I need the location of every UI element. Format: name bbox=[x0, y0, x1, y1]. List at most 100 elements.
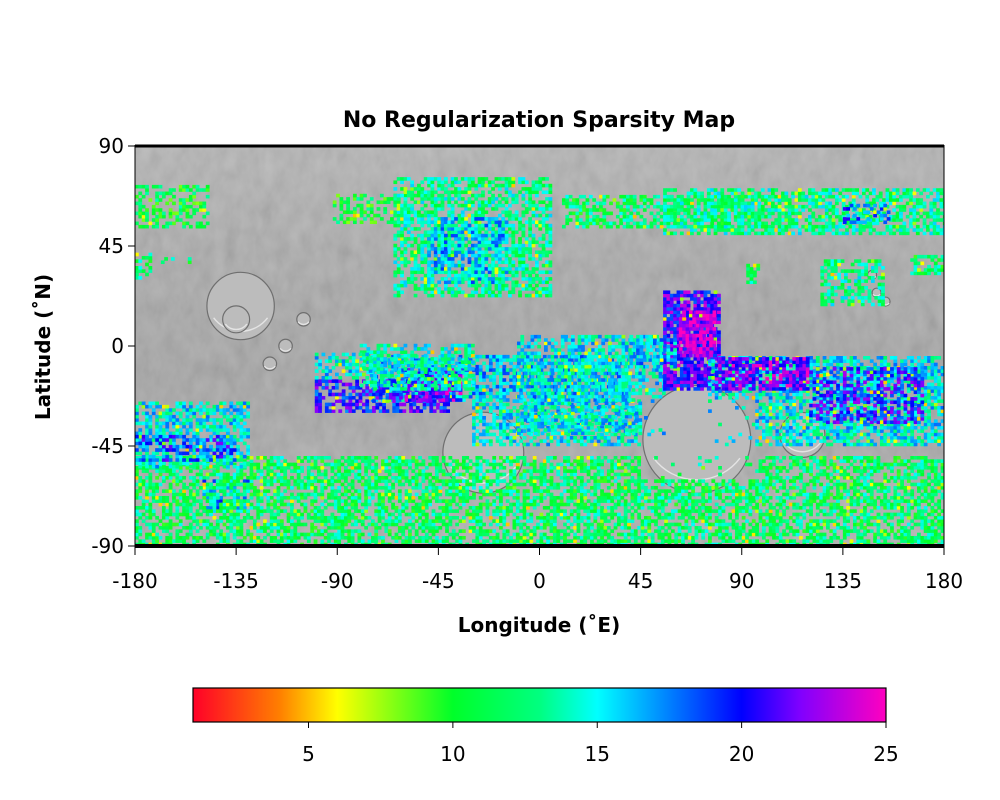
sparsity-cell bbox=[930, 254, 935, 259]
sparsity-cell bbox=[808, 221, 812, 226]
sparsity-cell bbox=[626, 208, 630, 212]
sparsity-cell bbox=[497, 240, 502, 245]
sparsity-cell bbox=[845, 228, 849, 232]
sparsity-cell bbox=[568, 218, 573, 222]
sparsity-cell bbox=[352, 217, 357, 221]
sparsity-cell bbox=[922, 201, 927, 206]
sparsity-cell bbox=[161, 214, 166, 219]
sparsity-cell bbox=[514, 267, 519, 271]
sparsity-cell bbox=[474, 287, 479, 291]
sparsity-cell bbox=[408, 384, 412, 389]
sparsity-cell bbox=[747, 201, 752, 206]
sparsity-cell bbox=[573, 381, 577, 386]
sparsity-cell bbox=[576, 402, 581, 407]
sparsity-cell bbox=[737, 204, 742, 209]
sparsity-cell bbox=[450, 257, 455, 261]
sparsity-cell bbox=[433, 200, 438, 205]
sparsity-cell bbox=[487, 290, 492, 295]
sparsity-cell bbox=[417, 210, 421, 215]
sparsity-cell bbox=[494, 280, 499, 285]
sparsity-cell bbox=[440, 230, 445, 235]
sparsity-cell bbox=[481, 260, 485, 265]
sparsity-cell bbox=[433, 257, 438, 261]
sparsity-cell bbox=[578, 218, 583, 222]
sparsity-cell bbox=[827, 299, 831, 303]
sparsity-cell bbox=[497, 237, 502, 241]
sparsity-cell bbox=[427, 277, 431, 281]
sparsity-cell bbox=[477, 217, 482, 221]
sparsity-cell bbox=[505, 371, 510, 376]
sparsity-cell bbox=[528, 250, 533, 255]
sparsity-cell bbox=[846, 217, 851, 221]
sparsity-cell bbox=[514, 270, 519, 275]
sparsity-cell bbox=[703, 201, 708, 206]
sparsity-cell bbox=[865, 221, 870, 226]
sparsity-cell bbox=[541, 233, 546, 238]
sparsity-cell bbox=[410, 180, 415, 185]
sparsity-cell bbox=[423, 203, 428, 208]
sparsity-cell bbox=[676, 201, 681, 206]
sparsity-cell bbox=[868, 228, 873, 232]
sparsity-cell bbox=[458, 398, 463, 402]
sparsity-cell bbox=[219, 519, 224, 523]
sparsity-cell bbox=[531, 190, 536, 195]
sparsity-cell bbox=[737, 188, 742, 192]
sparsity-cell bbox=[875, 194, 880, 199]
sparsity-cell bbox=[410, 250, 415, 255]
sparsity-cell bbox=[445, 398, 449, 402]
sparsity-cell bbox=[752, 273, 757, 278]
sparsity-cell bbox=[636, 221, 640, 226]
sparsity-cell bbox=[706, 204, 711, 209]
sparsity-cell bbox=[508, 277, 512, 281]
sparsity-cell bbox=[182, 506, 186, 510]
sparsity-cell bbox=[535, 267, 539, 271]
sparsity-cell bbox=[710, 214, 715, 219]
sparsity-cell bbox=[472, 391, 476, 396]
sparsity-cell bbox=[851, 201, 856, 206]
sparsity-cell bbox=[192, 208, 197, 212]
sparsity-cell bbox=[538, 280, 543, 285]
sparsity-cell bbox=[566, 398, 571, 402]
sparsity-cell bbox=[195, 519, 200, 523]
sparsity-cell bbox=[403, 200, 408, 205]
sparsity-cell bbox=[355, 406, 359, 410]
sparsity-cell bbox=[385, 386, 390, 390]
sparsity-cell bbox=[447, 220, 452, 225]
sparsity-cell bbox=[457, 227, 462, 231]
sparsity-cell bbox=[764, 208, 768, 212]
sparsity-cell bbox=[406, 277, 411, 281]
sparsity-cell bbox=[511, 270, 516, 275]
sparsity-cell bbox=[569, 429, 574, 433]
sparsity-cell bbox=[393, 270, 398, 275]
sparsity-cell bbox=[477, 270, 482, 275]
sparsity-cell bbox=[588, 211, 593, 216]
sparsity-cell bbox=[457, 193, 462, 198]
sparsity-cell bbox=[841, 198, 846, 202]
sparsity-cell bbox=[566, 442, 571, 447]
sparsity-cell bbox=[427, 250, 431, 255]
sparsity-cell bbox=[514, 243, 519, 248]
sparsity-cell bbox=[749, 273, 754, 278]
sparsity-cell bbox=[481, 203, 485, 208]
sparsity-cell bbox=[440, 260, 445, 265]
sparsity-cell bbox=[488, 406, 493, 410]
sparsity-cell bbox=[579, 442, 584, 447]
sparsity-cell bbox=[666, 214, 671, 219]
sparsity-cell bbox=[464, 227, 468, 231]
sparsity-cell bbox=[390, 197, 394, 201]
sparsity-cell bbox=[420, 197, 425, 201]
sparsity-cell bbox=[538, 290, 543, 295]
sparsity-cell bbox=[526, 412, 530, 417]
sparsity-cell bbox=[545, 263, 549, 268]
sparsity-cell bbox=[339, 213, 344, 218]
sparsity-cell bbox=[158, 526, 163, 530]
sparsity-cell bbox=[454, 217, 458, 221]
sparsity-cell bbox=[526, 371, 530, 376]
sparsity-cell bbox=[165, 201, 170, 206]
sparsity-cell bbox=[861, 214, 866, 219]
sparsity-cell bbox=[474, 243, 479, 248]
sparsity-cell bbox=[569, 381, 574, 386]
sparsity-cell bbox=[232, 519, 237, 523]
sparsity-cell bbox=[518, 237, 522, 241]
sparsity-cell bbox=[588, 221, 593, 226]
